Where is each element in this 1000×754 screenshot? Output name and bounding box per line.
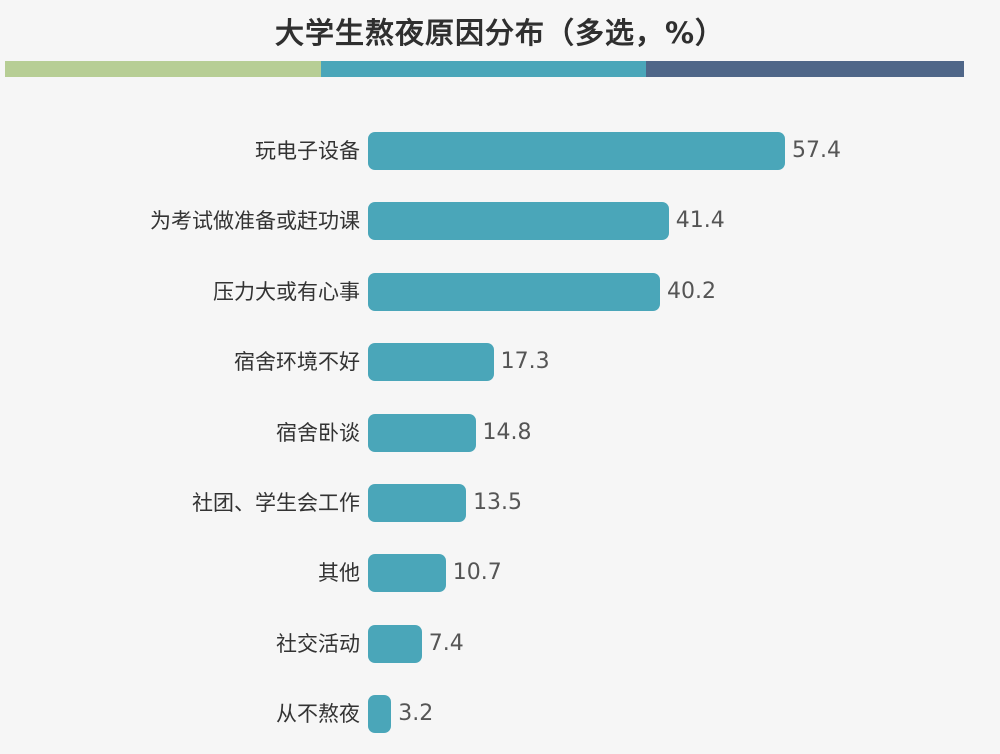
value-label: 41.4 <box>675 208 725 234</box>
bar <box>368 132 785 170</box>
category-label: 玩电子设备 <box>255 139 360 163</box>
header-stripe-green <box>5 61 321 77</box>
category-label: 压力大或有心事 <box>213 279 360 304</box>
value-label: 17.3 <box>500 349 550 375</box>
header-stripe-navy <box>646 61 964 77</box>
value-label: 57.4 <box>792 138 841 163</box>
bar <box>368 695 392 734</box>
category-label: 其他 <box>318 561 360 586</box>
value-label: 10.7 <box>452 560 502 586</box>
value-label: 3.2 <box>398 701 434 727</box>
category-label: 社团、学生会工作 <box>192 491 360 515</box>
value-label: 14.8 <box>482 419 532 445</box>
header-stripe-teal <box>321 61 646 77</box>
bar <box>368 272 661 311</box>
chart-title: 大学生熬夜原因分布（多选，%） <box>274 16 726 50</box>
bar <box>368 413 476 452</box>
bar <box>368 202 669 241</box>
bar <box>368 554 446 593</box>
category-label: 为考试做准备或赶功课 <box>150 209 360 234</box>
value-label: 40.2 <box>667 278 717 304</box>
bar <box>368 484 467 522</box>
value-label: 13.5 <box>473 490 523 515</box>
category-label: 社交活动 <box>276 631 360 656</box>
value-label: 7.4 <box>428 630 464 656</box>
category-label: 宿舍环境不好 <box>234 350 360 375</box>
bar <box>368 624 422 663</box>
category-label: 从不熬夜 <box>276 702 360 727</box>
category-label: 宿舍卧谈 <box>276 420 360 445</box>
bar <box>368 343 494 382</box>
